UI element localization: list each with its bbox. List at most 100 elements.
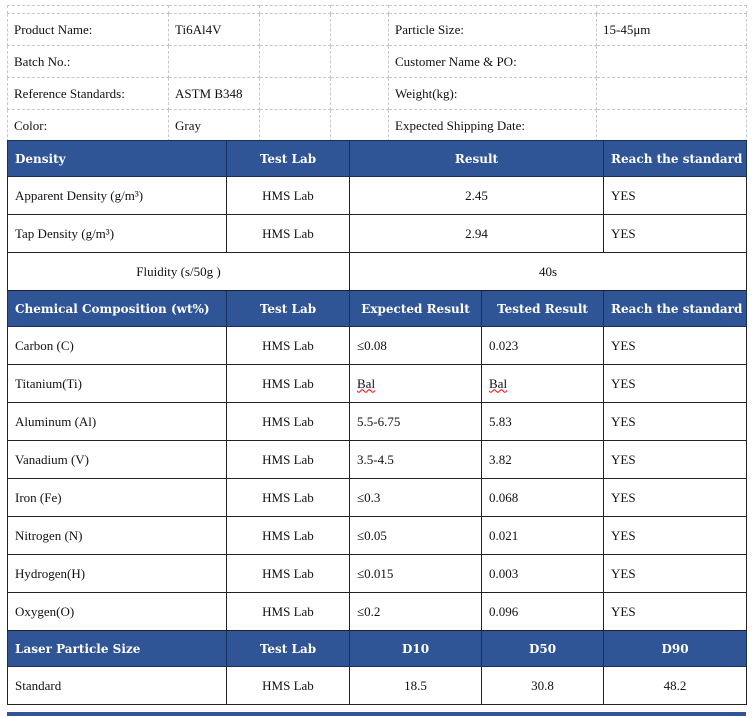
cell: HMS Lab (226, 666, 350, 705)
cell: 5.83 (480, 402, 605, 441)
header-cell: Chemical Composition (wt%) (7, 290, 227, 327)
cell-text: Bal (489, 375, 508, 391)
cell: 3.5-4.5 (349, 440, 482, 479)
header-cell: Expected Result (349, 290, 482, 327)
cell-text: Aluminum (Al) (15, 413, 97, 429)
cell-text: 0.003 (489, 565, 519, 581)
cell: 3.82 (480, 440, 605, 479)
cell: YES (603, 176, 748, 215)
cell-text: 5.83 (489, 413, 512, 429)
header-cell: Laser Particle Size (7, 630, 227, 667)
product-info-table: Product Name: Ti6Al4V Particle Size: 15-45μ… (7, 5, 747, 142)
table-row: Oxygen(O) HMS Lab ≤0.2 0.096 YES (7, 592, 748, 631)
cell: HMS Lab (226, 402, 350, 441)
cell: 18.5 (349, 666, 482, 705)
value: ASTM B348 (168, 77, 260, 110)
cell: HMS Lab (226, 364, 350, 403)
cell: 0.021 (480, 516, 605, 555)
cell-text: Iron (Fe) (15, 489, 62, 505)
cell: Apparent Density (g/m³) (7, 176, 227, 215)
cell-text: YES (611, 375, 636, 391)
label: Weight(kg): (388, 77, 597, 110)
cell: 2.45 (348, 176, 605, 215)
cell-text: HMS Lab (262, 603, 314, 619)
cell: YES (603, 440, 748, 479)
value: Ti6Al4V (168, 13, 260, 46)
value: Gray (168, 109, 260, 142)
cell: HMS Lab (226, 440, 350, 479)
table-row: Nitrogen (N) HMS Lab ≤0.05 0.021 YES (7, 516, 748, 555)
label: Color: (7, 109, 169, 142)
cell: Iron (Fe) (7, 478, 227, 517)
value: 15-45μm (596, 13, 747, 46)
cell-text: 3.82 (489, 451, 512, 467)
cell: YES (603, 592, 748, 631)
cell-text: Nitrogen (N) (15, 527, 83, 543)
label: Reference Standards: (7, 77, 169, 110)
cell: HMS Lab (226, 176, 350, 215)
label: Batch No.: (7, 45, 169, 78)
header-cell: Reach the standard (603, 290, 748, 327)
cell: Hydrogen(H) (7, 554, 227, 593)
table-row: Standard HMS Lab 18.5 30.8 48.2 (7, 666, 748, 705)
cell-text: YES (611, 489, 636, 505)
cell-text: 0.068 (489, 489, 519, 505)
label: Customer Name & PO: (388, 45, 597, 78)
label: Product Name: (7, 13, 169, 46)
table-row: Fluidity (s/50g ) 40s (7, 252, 748, 291)
bottom-border (7, 712, 746, 716)
header-cell: Reach the standard (603, 140, 748, 177)
cell-text: HMS Lab (262, 337, 314, 353)
cell-text: HMS Lab (262, 565, 314, 581)
cell: YES (603, 364, 748, 403)
cell: Titanium(Ti) (7, 364, 227, 403)
cell-text: Oxygen(O) (15, 603, 75, 619)
cell-text: ≤0.08 (357, 337, 387, 353)
chemical-header: Chemical Composition (wt%) Test Lab Expe… (7, 290, 748, 327)
cell: Vanadium (V) (7, 440, 227, 479)
cell: HMS Lab (226, 214, 350, 253)
cell-text: HMS Lab (262, 413, 314, 429)
cell-text: YES (611, 413, 636, 429)
cell: ≤0.015 (349, 554, 482, 593)
cell-text: 0.096 (489, 603, 519, 619)
cell-text: ≤0.2 (357, 603, 381, 619)
cell: ≤0.08 (349, 326, 482, 365)
cell-text: HMS Lab (262, 489, 314, 505)
cell: HMS Lab (226, 326, 350, 365)
cell: Bal (480, 364, 605, 403)
test-results-table: Density Test Lab Result Reach the standa… (7, 140, 748, 705)
cell: 0.096 (480, 592, 605, 631)
header-cell: D10 (349, 630, 482, 667)
cell-text: 3.5-4.5 (357, 451, 394, 467)
cell: 0.068 (480, 478, 605, 517)
header-cell: Test Lab (226, 290, 350, 327)
cell: 40s (348, 252, 748, 291)
cell: 2.94 (348, 214, 605, 253)
density-header: Density Test Lab Result Reach the standa… (7, 140, 748, 177)
cell: YES (603, 554, 748, 593)
header-cell: Test Lab (226, 140, 350, 177)
header-cell: Result (348, 140, 605, 177)
cell: ≤0.05 (349, 516, 482, 555)
cell: Aluminum (Al) (7, 402, 227, 441)
table-row: Vanadium (V) HMS Lab 3.5-4.5 3.82 YES (7, 440, 748, 479)
cell: 0.003 (480, 554, 605, 593)
cell-text: Vanadium (V) (15, 451, 90, 467)
cell-text: ≤0.3 (357, 489, 381, 505)
cell: ≤0.2 (349, 592, 482, 631)
cell: Bal (349, 364, 482, 403)
cell: HMS Lab (226, 554, 350, 593)
cell: HMS Lab (226, 516, 350, 555)
cell: Oxygen(O) (7, 592, 227, 631)
cell: YES (603, 478, 748, 517)
cell-text: 0.023 (489, 337, 519, 353)
cell: YES (603, 402, 748, 441)
cell: 5.5-6.75 (349, 402, 482, 441)
cell: Nitrogen (N) (7, 516, 227, 555)
cell-text: HMS Lab (262, 527, 314, 543)
table-row: Hydrogen(H) HMS Lab ≤0.015 0.003 YES (7, 554, 748, 593)
cell-text: ≤0.05 (357, 527, 387, 543)
cell: Tap Density (g/m³) (7, 214, 227, 253)
cell-text: ≤0.015 (357, 565, 394, 581)
